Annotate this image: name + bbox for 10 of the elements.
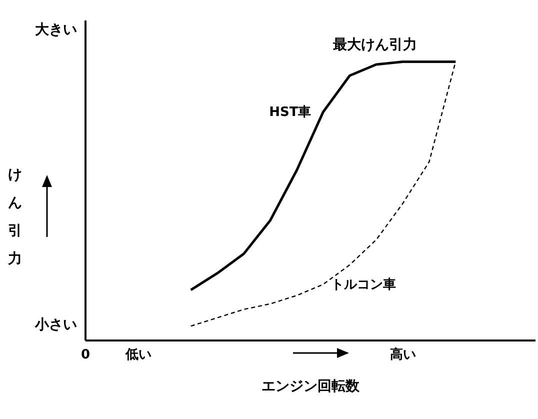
- text: 大きい: [35, 22, 77, 38]
- x-axis-title: エンジン回転数: [262, 378, 360, 394]
- text: 小さい: [34, 317, 77, 333]
- y-axis-title: けん引力: [7, 167, 22, 267]
- x-tick-label: 低い: [124, 348, 152, 362]
- series-label: HST車: [269, 104, 312, 120]
- series-label: トルコン車: [331, 277, 396, 292]
- text: 最大けん引力: [332, 37, 417, 53]
- x-tick-label: 0: [80, 348, 90, 362]
- x-tick-label: 高い: [390, 346, 416, 362]
